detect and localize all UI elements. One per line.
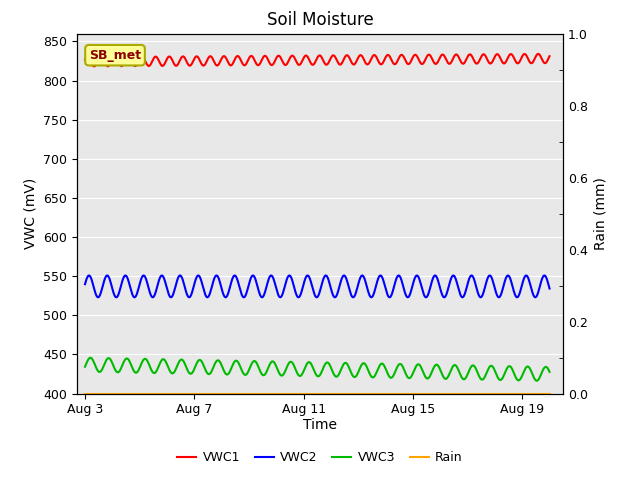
VWC1 (292, 58, 300, 64)
VWC3 (81, 364, 89, 370)
Legend: VWC1, VWC2, VWC3, Rain: VWC1, VWC2, VWC3, Rain (172, 446, 468, 469)
Rain (81, 391, 89, 396)
VWC3 (292, 367, 300, 373)
VWC2 (292, 290, 300, 296)
VWC1 (432, 61, 440, 67)
VWC2 (546, 286, 554, 291)
Rain (546, 391, 554, 396)
X-axis label: Time: Time (303, 418, 337, 432)
VWC3 (432, 362, 440, 368)
VWC1 (356, 53, 364, 59)
VWC3 (356, 366, 364, 372)
VWC1 (534, 51, 541, 57)
VWC3 (86, 355, 94, 360)
VWC2 (433, 274, 440, 279)
VWC1 (546, 53, 554, 59)
VWC2 (356, 275, 364, 281)
Rain (163, 391, 171, 396)
Title: Soil Moisture: Soil Moisture (267, 11, 373, 29)
Rain (355, 391, 363, 396)
VWC1 (164, 54, 172, 60)
VWC1 (81, 57, 89, 62)
VWC2 (304, 273, 312, 278)
Rain (431, 391, 438, 396)
VWC3 (533, 378, 541, 384)
VWC1 (202, 61, 209, 67)
Rain (392, 391, 399, 396)
VWC3 (546, 369, 554, 375)
VWC3 (392, 367, 400, 373)
VWC2 (393, 275, 401, 281)
VWC1 (90, 63, 98, 69)
Rain (291, 391, 299, 396)
VWC2 (202, 291, 209, 297)
VWC2 (164, 289, 172, 295)
Line: VWC3: VWC3 (85, 358, 550, 381)
VWC3 (164, 364, 172, 370)
VWC2 (94, 294, 102, 300)
VWC3 (202, 366, 209, 372)
VWC2 (81, 281, 89, 287)
Rain (200, 391, 208, 396)
Y-axis label: Rain (mm): Rain (mm) (594, 177, 607, 250)
Y-axis label: VWC (mV): VWC (mV) (24, 178, 38, 249)
Line: VWC1: VWC1 (85, 54, 550, 66)
Line: VWC2: VWC2 (85, 276, 550, 297)
VWC1 (392, 60, 400, 66)
Text: SB_met: SB_met (89, 48, 141, 62)
